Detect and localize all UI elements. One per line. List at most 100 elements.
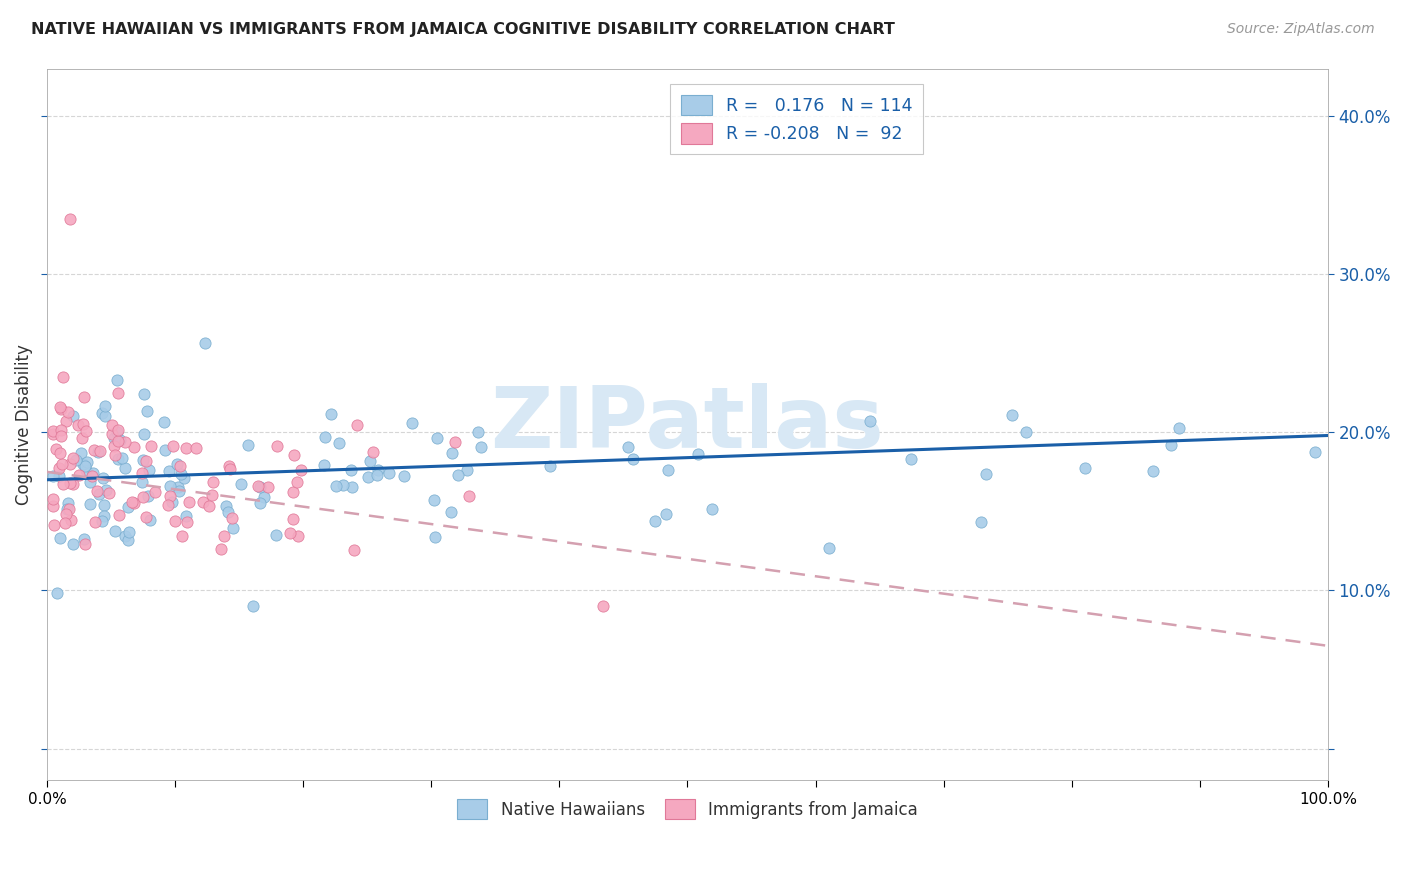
Point (159, 479, 181, 493)
Point (401, 417, 423, 431)
Point (314, 430, 336, 444)
Point (49, 446, 72, 460)
Point (328, 436, 350, 450)
Point (217, 505, 239, 519)
Y-axis label: Cognitive Disability: Cognitive Disability (15, 344, 32, 505)
Point (644, 515, 666, 529)
Point (1303, 444, 1326, 458)
Point (121, 495, 143, 509)
Point (242, 599, 264, 614)
Point (75, 462, 97, 476)
Point (94, 483, 117, 497)
Point (366, 468, 388, 483)
Point (94, 409, 117, 423)
Point (49, 401, 72, 416)
Point (222, 521, 245, 535)
Point (134, 427, 156, 442)
Point (332, 477, 354, 491)
Point (72, 417, 94, 431)
Point (229, 477, 252, 491)
Point (458, 489, 481, 503)
Point (423, 493, 446, 508)
Point (143, 485, 166, 500)
Point (818, 541, 841, 555)
Point (440, 505, 463, 519)
Point (70, 446, 93, 460)
Point (266, 527, 288, 541)
Point (976, 467, 998, 482)
Point (340, 479, 363, 493)
Point (107, 386, 129, 401)
Point (59, 457, 82, 471)
Point (91, 514, 114, 528)
Point (131, 490, 153, 504)
Point (357, 470, 380, 484)
Point (1142, 464, 1164, 478)
Point (266, 439, 288, 453)
Point (186, 442, 208, 456)
Point (122, 440, 145, 454)
Point (361, 445, 384, 459)
Point (87, 486, 110, 500)
Point (900, 452, 922, 467)
Point (114, 434, 136, 449)
Point (49, 531, 72, 545)
Point (456, 463, 478, 477)
Point (467, 425, 489, 439)
Point (283, 485, 305, 500)
Point (970, 516, 993, 530)
Point (859, 414, 882, 428)
Point (59, 475, 82, 490)
Point (198, 499, 221, 513)
Point (42, 499, 65, 513)
Point (122, 496, 145, 510)
Point (423, 530, 446, 544)
Point (202, 475, 225, 490)
Point (91, 471, 114, 485)
Point (194, 336, 217, 351)
Point (174, 508, 197, 523)
Point (538, 459, 561, 474)
Point (136, 404, 159, 418)
Point (118, 525, 141, 540)
Point (447, 468, 470, 483)
Point (160, 495, 183, 509)
Point (426, 431, 449, 445)
Point (117, 533, 139, 547)
Point (394, 469, 416, 483)
Point (139, 512, 162, 526)
Point (72, 390, 94, 404)
Point (76, 455, 98, 469)
Point (103, 431, 125, 445)
Point (215, 500, 238, 514)
Point (1073, 461, 1095, 475)
Point (621, 452, 644, 467)
Point (65, 453, 87, 467)
Point (135, 509, 157, 524)
Point (55, 413, 77, 427)
Point (49, 400, 72, 414)
Point (657, 463, 679, 477)
Point (107, 452, 129, 467)
Point (156, 498, 179, 512)
Point (111, 450, 134, 465)
Point (52, 477, 75, 491)
Point (176, 516, 198, 530)
Point (256, 480, 278, 494)
Point (75, 424, 97, 438)
Point (253, 490, 276, 504)
Point (97, 486, 120, 500)
Point (617, 440, 640, 454)
Point (53, 516, 76, 530)
Legend: Native Hawaiians, Immigrants from Jamaica: Native Hawaiians, Immigrants from Jamaic… (450, 793, 924, 825)
Point (100, 427, 122, 442)
Point (107, 434, 129, 449)
Text: Source: ZipAtlas.com: Source: ZipAtlas.com (1227, 22, 1375, 37)
Point (93, 509, 115, 524)
Point (444, 434, 467, 449)
Point (107, 508, 129, 523)
Point (191, 494, 214, 508)
Point (114, 461, 136, 475)
Point (107, 423, 129, 437)
Point (153, 415, 176, 429)
